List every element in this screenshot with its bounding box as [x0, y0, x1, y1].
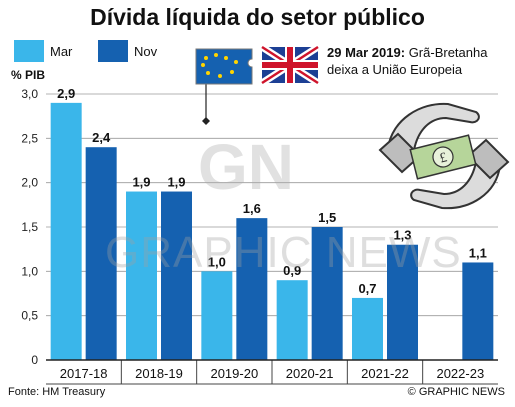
data-label: 2,9: [57, 86, 75, 101]
callout-text: Grã-Bretanha deixa a União Europeia: [327, 45, 488, 77]
legend-swatch-nov: [98, 40, 128, 62]
bar-mar-2019-20: [201, 271, 233, 360]
data-label: 1,6: [243, 201, 261, 216]
bar-nov-2022-23: [462, 262, 494, 360]
brexit-callout: 29 Mar 2019: Grã-Bretanha deixa a União …: [327, 44, 512, 78]
hands-banknote-icon: £: [378, 102, 510, 210]
gridlines: [46, 93, 498, 317]
data-label: 1,5: [318, 210, 336, 225]
x-tick-label: 2022-23: [436, 366, 484, 381]
x-tick-label: 2017-18: [60, 366, 108, 381]
x-tick-label: 2019-20: [210, 366, 258, 381]
legend-item-nov: Nov: [98, 40, 162, 62]
bar-mar-2018-19: [126, 191, 157, 360]
data-label: 0,7: [358, 281, 376, 296]
bar-mar-2021-22: [352, 297, 383, 360]
y-tick-label: 3,0: [21, 87, 38, 101]
eu-flag-tag-icon: [195, 48, 253, 125]
x-axis: 2017-18 2018-19 2019-20 2020-21 2021-22 2022-…: [46, 359, 498, 385]
data-labels: 2,9 2,4 1,9 1,9 1,0 1,6 0,9 1,5 0,7 1,3 1,1: [57, 86, 487, 296]
data-label: 0,9: [283, 263, 301, 278]
x-tick-label: 2021-22: [361, 366, 409, 381]
bar-nov-2018-19: [161, 191, 192, 360]
bar-nov-2017-18: [85, 147, 117, 360]
y-axis-label: % PIB: [11, 68, 46, 82]
legend-item-mar: Mar: [14, 40, 78, 62]
uk-flag-icon: [260, 44, 320, 86]
legend-label-nov: Nov: [134, 43, 158, 59]
data-label: 1,0: [208, 254, 226, 269]
y-tick-label: 0: [31, 353, 38, 367]
data-label: 1,1: [469, 245, 487, 260]
legend-label-mar: Mar: [50, 43, 73, 59]
callout-date: 29 Mar 2019:: [327, 45, 406, 60]
bar-mar-2017-18: [50, 102, 82, 360]
data-label: 1,9: [132, 175, 150, 190]
bar-mar-2020-21: [276, 280, 308, 360]
bar-nov-2019-20: [236, 218, 268, 360]
data-label: 1,3: [393, 228, 411, 243]
y-tick-label: 1,0: [21, 264, 38, 278]
credit-note: © GRAPHIC NEWS: [407, 386, 505, 398]
y-tick-label: 0,5: [21, 309, 38, 323]
source-note: Fonte: HM Treasury: [8, 386, 106, 398]
y-tick-label: 2,5: [21, 131, 38, 145]
bars: [50, 102, 494, 360]
legend-swatch-mar: [14, 40, 44, 62]
y-tick-label: 1,5: [21, 220, 38, 234]
bar-nov-2021-22: [387, 244, 418, 360]
bar-nov-2020-21: [311, 227, 343, 360]
chart-title: Dívida líquida do setor público: [90, 4, 425, 30]
y-tick-label: 2,0: [21, 176, 38, 190]
y-tick-labels: 0 0,5 1,0 1,5 2,0 2,5 3,0: [21, 87, 38, 367]
x-tick-label: 2020-21: [286, 366, 334, 381]
x-tick-label: 2018-19: [135, 366, 183, 381]
svg-text:£: £: [438, 150, 448, 166]
data-label: 1,9: [167, 175, 185, 190]
data-label: 2,4: [92, 130, 111, 145]
